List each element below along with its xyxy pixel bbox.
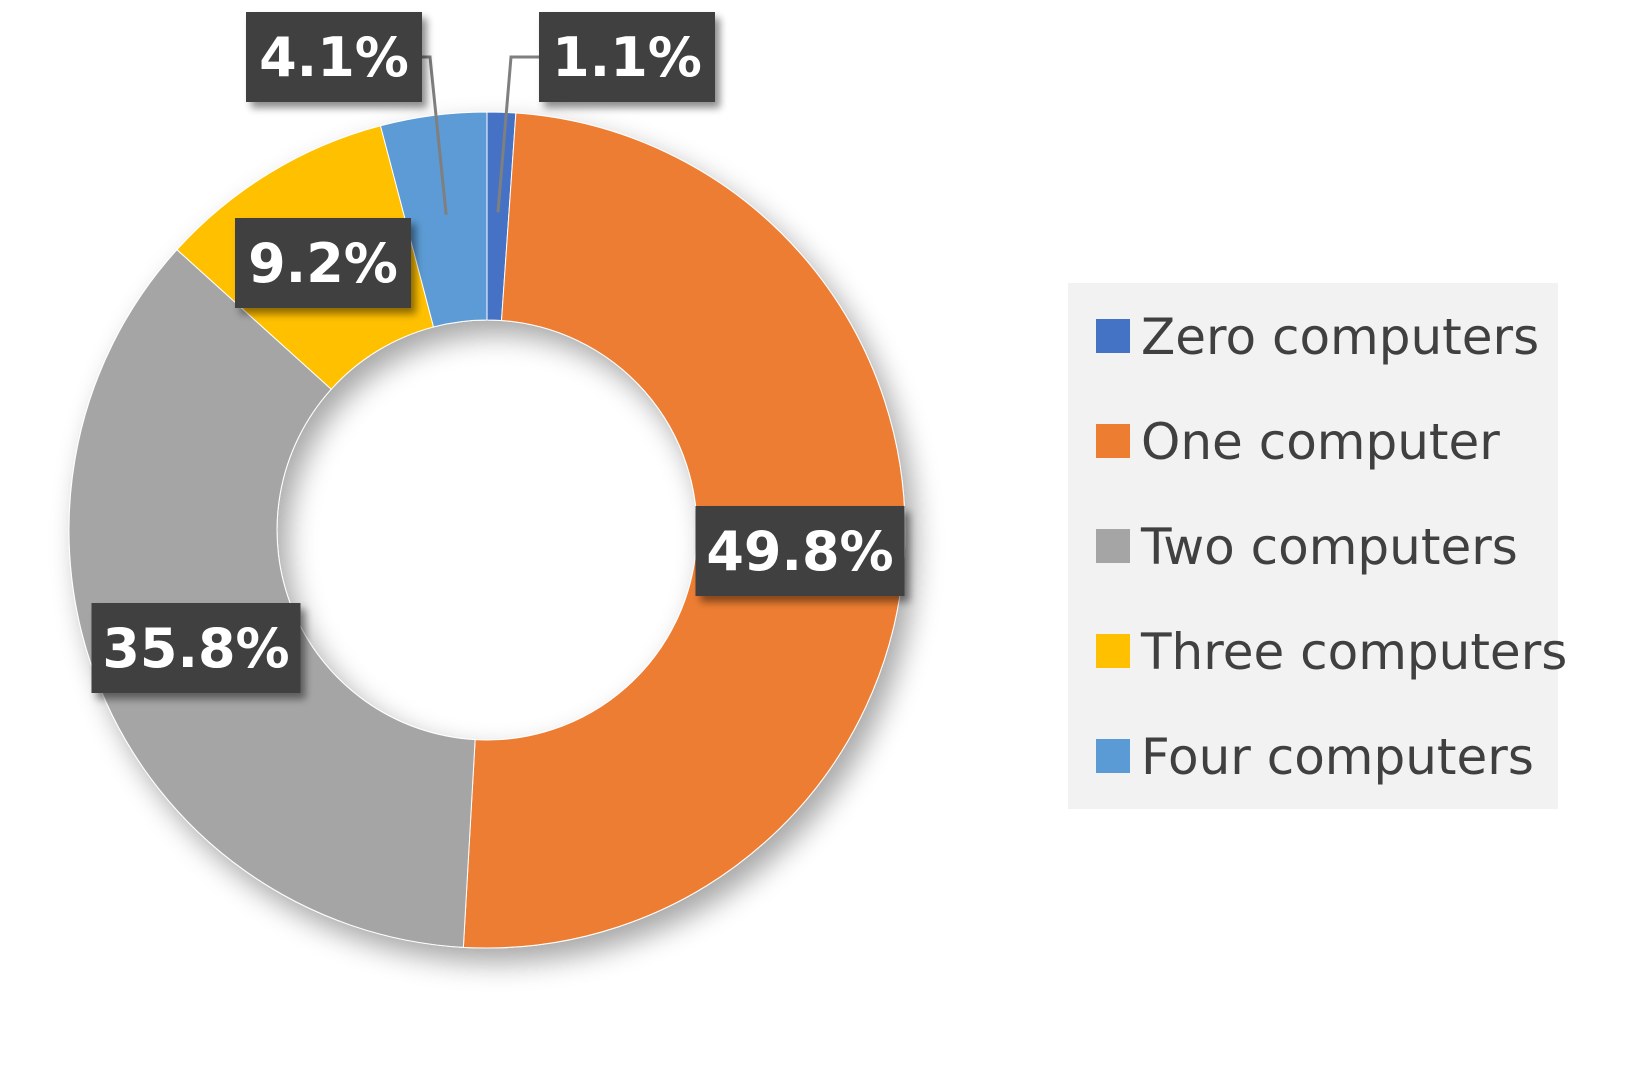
data-label-text: 35.8% [102,617,289,680]
data-label-box [539,12,715,102]
legend-item-one-computer: One computer [1096,413,1500,471]
data-labels: 1.1% 49.8% 35.8% 9.2% 4.1% [91,12,905,693]
data-label-four-computers: 4.1% [246,12,422,102]
legend-swatch [1096,424,1130,458]
legend-label: Four computers [1141,728,1534,786]
legend-label: One computer [1141,413,1500,471]
legend-swatch [1096,529,1130,563]
slice-one-computer [462,112,906,949]
data-label-two-computers: 35.8% [91,603,301,693]
leader-line-four-computers [422,55,448,215]
legend-item-zero-computers: Zero computers [1096,308,1539,366]
data-label-box [91,603,301,693]
legend-swatch [1096,634,1130,668]
legend-item-four-computers: Four computers [1096,728,1534,786]
legend: Zero computers One computer Two computers T… [1068,283,1567,809]
legend-swatch [1096,739,1130,773]
donut-slices [68,111,906,949]
legend-label: Zero computers [1141,308,1539,366]
data-label-text: 49.8% [706,520,893,583]
data-label-three-computers: 9.2% [235,218,411,308]
legend-label: Two computers [1140,518,1518,576]
legend-item-three-computers: Three computers [1096,623,1567,681]
legend-background [1068,283,1558,809]
data-label-one-computer: 49.8% [695,506,905,596]
legend-label: Three computers [1140,623,1567,681]
data-label-box [695,506,905,596]
legend-swatch [1096,319,1130,353]
legend-item-two-computers: Two computers [1096,518,1518,576]
data-label-zero-computers: 1.1% [539,12,715,102]
data-label-text: 4.1% [259,26,409,89]
data-label-text: 1.1% [552,26,702,89]
data-label-box [235,218,411,308]
slice-four-computers [379,111,488,328]
data-label-text: 9.2% [248,232,398,295]
leader-lines [422,55,539,215]
data-label-box [246,12,422,102]
leader-line-zero-computers [496,55,539,213]
slice-two-computers [68,248,476,948]
